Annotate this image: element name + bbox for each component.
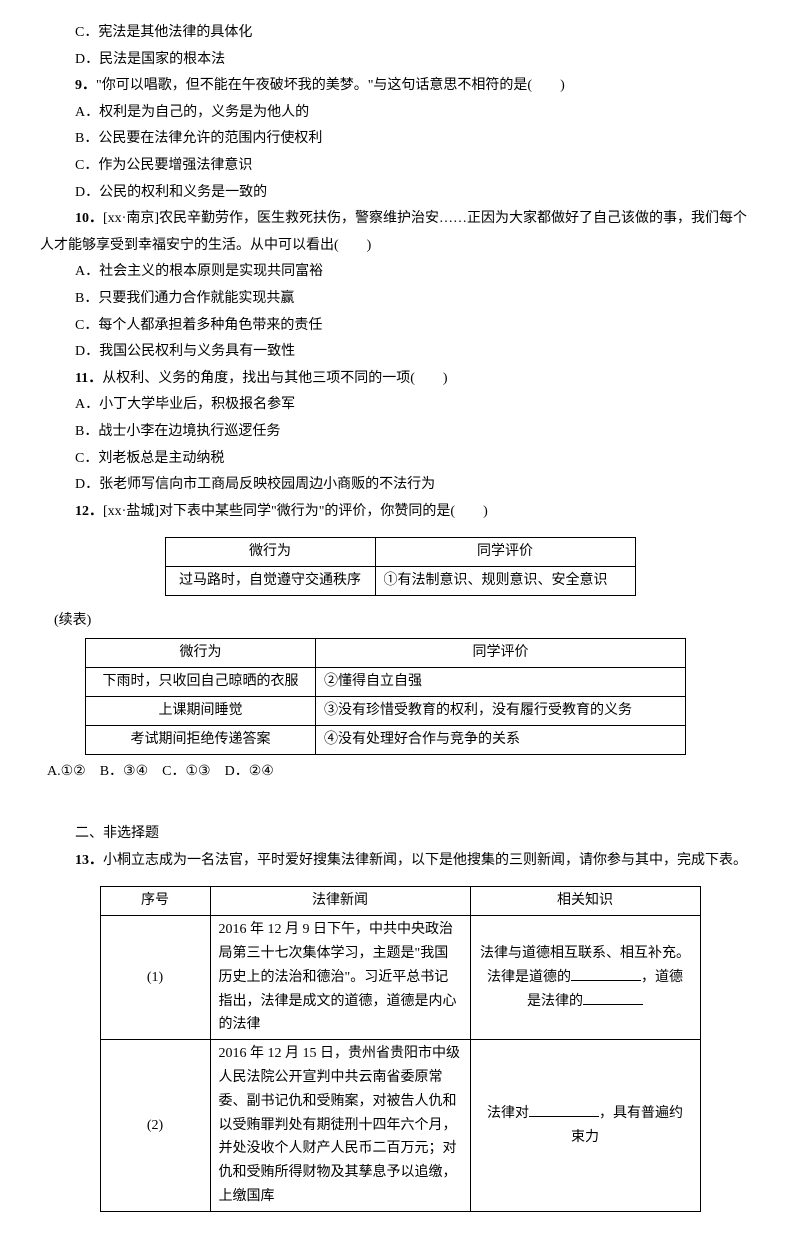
q12-choices: A.①② B．③④ C．①③ D．②④ bbox=[47, 759, 760, 786]
q11-stem: 11．从权利、义务的角度，找出与其他三项不同的一项( ) bbox=[40, 366, 760, 393]
q11-b: B．战士小李在边境执行巡逻任务 bbox=[40, 419, 760, 446]
t3-r1c3-a: 法律与道德相互联系、相互补充。 bbox=[480, 946, 690, 961]
q12-table2-wrap: 微行为 同学评价 下雨时，只收回自己晾晒的衣服 ②懂得自立自强 上课期间睡觉 ③… bbox=[30, 638, 760, 754]
q-option-d: D．民法是国家的根本法 bbox=[40, 47, 760, 74]
q9-a: A．权利是为自己的，义务是为他人的 bbox=[40, 100, 760, 127]
t3-h2: 法律新闻 bbox=[210, 887, 470, 916]
t1-r1c1: 过马路时，自觉遵守交通秩序 bbox=[165, 567, 375, 596]
t3-r1c3-b: 法律是道德的 bbox=[487, 970, 571, 985]
q12-table1: 微行为 同学评价 过马路时，自觉遵守交通秩序 ①有法制意识、规则意识、安全意识 bbox=[165, 537, 636, 596]
q10-b: B．只要我们通力合作就能实现共赢 bbox=[40, 286, 760, 313]
section2-heading: 二、非选择题 bbox=[40, 821, 760, 848]
t3-r2c3: 法律对，具有普遍约 束力 bbox=[470, 1040, 700, 1212]
t2-r2c1: 上课期间睡觉 bbox=[86, 697, 316, 726]
t3-r2c3-b: ，具有普遍约 bbox=[599, 1106, 683, 1121]
q9-number: 9． bbox=[75, 78, 96, 93]
q9-stem: 9．9．"你可以唱歌，但不能在午夜破坏我的美梦。"与这句话意思不相符的是( )"… bbox=[40, 73, 760, 100]
t3-r2c1: (2) bbox=[100, 1040, 210, 1212]
t1-r1c2: ①有法制意识、规则意识、安全意识 bbox=[375, 567, 635, 596]
t2-r3c2: ④没有处理好合作与竞争的关系 bbox=[316, 725, 686, 754]
blank-1[interactable] bbox=[571, 967, 641, 981]
t3-r1c1: (1) bbox=[100, 916, 210, 1040]
t2-r3c1: 考试期间拒绝传递答案 bbox=[86, 725, 316, 754]
q12-stem: 12．[xx·盐城]对下表中某些同学"微行为"的评价，你赞同的是( ) bbox=[40, 499, 760, 526]
continued-label: (续表) bbox=[40, 608, 760, 635]
q9-d: D．公民的权利和义务是一致的 bbox=[40, 180, 760, 207]
q13-number: 13． bbox=[75, 853, 103, 868]
t3-h3: 相关知识 bbox=[470, 887, 700, 916]
table-row: 微行为 同学评价 bbox=[86, 639, 686, 668]
q11-number: 11． bbox=[75, 371, 102, 386]
q9-c: C．作为公民要增强法律意识 bbox=[40, 153, 760, 180]
q10-stem-line2: 人才能够享受到幸福安宁的生活。从中可以看出( ) bbox=[40, 233, 760, 260]
q10-d: D．我国公民权利与义务具有一致性 bbox=[40, 339, 760, 366]
t1-h1: 微行为 bbox=[165, 538, 375, 567]
table-row: (1) 2016 年 12 月 9 日下午，中共中央政治局第三十七次集体学习，主… bbox=[100, 916, 700, 1040]
q12-table1-wrap: 微行为 同学评价 过马路时，自觉遵守交通秩序 ①有法制意识、规则意识、安全意识 bbox=[40, 537, 760, 596]
q10-number: 10． bbox=[75, 211, 103, 226]
table-row: 微行为 同学评价 bbox=[165, 538, 635, 567]
blank-3[interactable] bbox=[529, 1103, 599, 1117]
q-option-c: C．宪法是其他法律的具体化 bbox=[40, 20, 760, 47]
t3-r1c3-c: ，道德 bbox=[641, 970, 683, 985]
q9-b: B．公民要在法律允许的范围内行使权利 bbox=[40, 126, 760, 153]
q12-number: 12． bbox=[75, 504, 103, 519]
t3-h1: 序号 bbox=[100, 887, 210, 916]
t2-r1c1: 下雨时，只收回自己晾晒的衣服 bbox=[86, 668, 316, 697]
q10-a: A．社会主义的根本原则是实现共同富裕 bbox=[40, 259, 760, 286]
q11-a: A．小丁大学毕业后，积极报名参军 bbox=[40, 392, 760, 419]
t2-r2c2: ③没有珍惜受教育的权利，没有履行受教育的义务 bbox=[316, 697, 686, 726]
q10-stem-line1: 10．[xx·南京]农民辛勤劳作，医生救死扶伤，警察维护治安……正因为大家都做好… bbox=[40, 206, 760, 233]
t3-r2c3-a: 法律对 bbox=[487, 1106, 529, 1121]
q12-table2: 微行为 同学评价 下雨时，只收回自己晾晒的衣服 ②懂得自立自强 上课期间睡觉 ③… bbox=[85, 638, 686, 754]
t3-r1c3: 法律与道德相互联系、相互补充。 法律是道德的 ，道德 是法律的 bbox=[470, 916, 700, 1040]
q13-table-wrap: 序号 法律新闻 相关知识 (1) 2016 年 12 月 9 日下午，中共中央政… bbox=[40, 886, 760, 1211]
q11-c: C．刘老板总是主动纳税 bbox=[40, 446, 760, 473]
q13-stem: 13．小桐立志成为一名法官，平时爱好搜集法律新闻，以下是他搜集的三则新闻，请你参… bbox=[40, 848, 760, 875]
t3-r2c2: 2016 年 12 月 15 日，贵州省贵阳市中级人民法院公开宣判中共云南省委原… bbox=[210, 1040, 470, 1212]
t2-h2: 同学评价 bbox=[316, 639, 686, 668]
t1-h2: 同学评价 bbox=[375, 538, 635, 567]
t3-r1c3-d: 是法律的 bbox=[527, 994, 583, 1009]
table-row: 上课期间睡觉 ③没有珍惜受教育的权利，没有履行受教育的义务 bbox=[86, 697, 686, 726]
q13-table: 序号 法律新闻 相关知识 (1) 2016 年 12 月 9 日下午，中共中央政… bbox=[100, 886, 701, 1211]
t2-h1: 微行为 bbox=[86, 639, 316, 668]
table-row: (2) 2016 年 12 月 15 日，贵州省贵阳市中级人民法院公开宣判中共云… bbox=[100, 1040, 700, 1212]
t3-r1c2: 2016 年 12 月 9 日下午，中共中央政治局第三十七次集体学习，主题是"我… bbox=[210, 916, 470, 1040]
t2-r1c2: ②懂得自立自强 bbox=[316, 668, 686, 697]
blank-2[interactable] bbox=[583, 991, 643, 1005]
q11-d: D．张老师写信向市工商局反映校园周边小商贩的不法行为 bbox=[40, 472, 760, 499]
table-row: 考试期间拒绝传递答案 ④没有处理好合作与竞争的关系 bbox=[86, 725, 686, 754]
q10-c: C．每个人都承担着多种角色带来的责任 bbox=[40, 313, 760, 340]
table-row: 下雨时，只收回自己晾晒的衣服 ②懂得自立自强 bbox=[86, 668, 686, 697]
table-row: 序号 法律新闻 相关知识 bbox=[100, 887, 700, 916]
table-row: 过马路时，自觉遵守交通秩序 ①有法制意识、规则意识、安全意识 bbox=[165, 567, 635, 596]
